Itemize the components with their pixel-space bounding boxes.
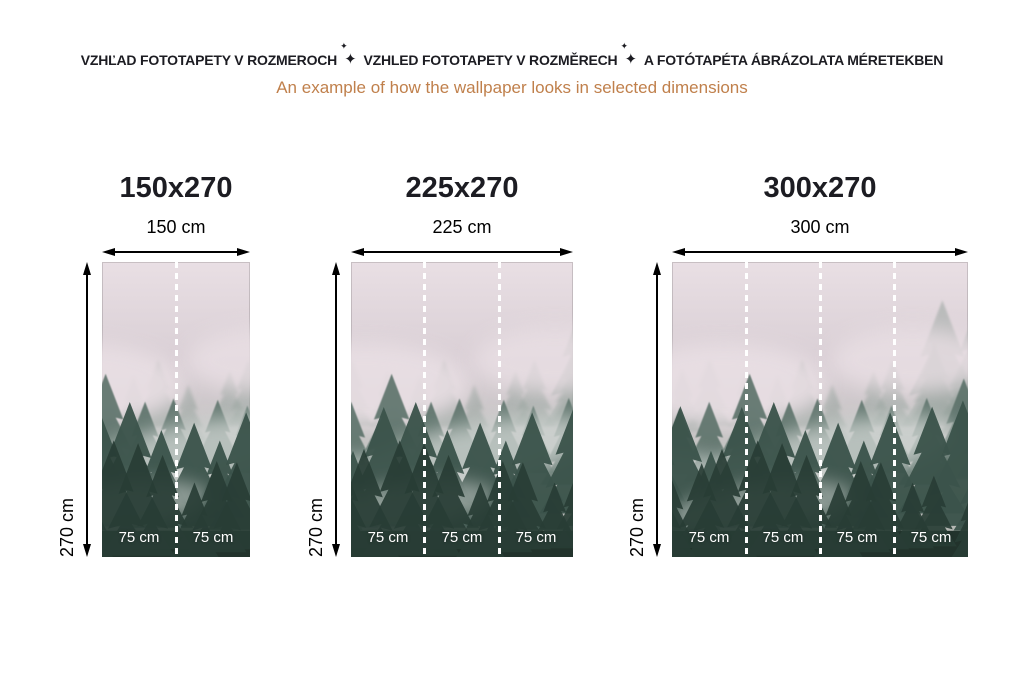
sparkle-small-star: ✦ xyxy=(340,41,348,51)
panel-title: 300x270 xyxy=(763,172,877,204)
arrowhead-right-icon xyxy=(955,248,968,256)
segment-width-label: 75 cm xyxy=(836,529,878,546)
wallpaper-preview: 75 cm 75 cm 75 cm xyxy=(351,262,573,557)
arrowhead-up-icon xyxy=(332,262,340,275)
panel-title: 150x270 xyxy=(119,172,233,204)
wallpaper-preview: 75 cm 75 cm xyxy=(102,262,250,557)
width-dimension-arrow xyxy=(351,246,573,258)
segment-width-label: 75 cm xyxy=(441,529,483,546)
panel-seam-divider xyxy=(497,262,501,557)
segment-row: 75 cm 75 cm 75 cm 75 cm xyxy=(672,262,968,557)
panel-seam-divider xyxy=(174,262,178,557)
wallpaper-segment: 75 cm xyxy=(499,262,573,557)
width-dimension-label: 300 cm xyxy=(790,217,850,237)
panel-seam-divider xyxy=(423,262,427,557)
wallpaper-segment: 75 cm xyxy=(351,262,425,557)
dimension-panel-150x270: 150x270 150 cm 270 cm 75 cm 75 cm xyxy=(54,168,250,557)
height-dimension-arrow xyxy=(651,262,663,557)
panel-seam-divider xyxy=(744,262,748,557)
wallpaper-segment: 75 cm xyxy=(176,262,250,557)
panel-seam-divider xyxy=(818,262,822,557)
wallpaper-segment: 75 cm xyxy=(102,262,176,557)
sparkle-icon: ✦ ✦ xyxy=(620,42,637,69)
width-dimension-label: 150 cm xyxy=(146,217,206,237)
height-dimension-gutter: 270 cm xyxy=(54,262,102,557)
arrowhead-down-icon xyxy=(332,544,340,557)
segment-row: 75 cm 75 cm 75 cm xyxy=(351,262,573,557)
panel-title: 225x270 xyxy=(405,172,519,204)
panel-seam-divider xyxy=(892,262,896,557)
arrowhead-down-icon xyxy=(83,544,91,557)
sparkle-icon: ✦ ✦ xyxy=(340,42,357,69)
height-dimension-label: 270 cm xyxy=(57,497,78,557)
height-dimension-label: 270 cm xyxy=(306,497,327,557)
arrow-line xyxy=(86,274,88,545)
header-title-part-sk: VZHĽAD FOTOTAPETY V ROZMEROCH xyxy=(80,52,338,68)
forest-wallpaper-image xyxy=(351,327,573,557)
sparkle-big-star: ✦ xyxy=(344,51,357,68)
height-dimension-gutter: 270 cm xyxy=(624,262,672,557)
arrowhead-left-icon xyxy=(102,248,115,256)
dimension-panel-300x270: 300x270 300 cm 270 cm 75 cm 75 cm 75 cm … xyxy=(624,168,968,557)
wallpaper-preview: 75 cm 75 cm 75 cm 75 cm xyxy=(672,262,968,557)
arrow-line xyxy=(656,274,658,545)
arrowhead-left-icon xyxy=(351,248,364,256)
segment-width-label: 75 cm xyxy=(762,529,804,546)
arrowhead-left-icon xyxy=(672,248,685,256)
dimension-panel-225x270: 225x270 225 cm 270 cm 75 cm 75 cm 75 cm xyxy=(303,168,573,557)
sparkle-small-star: ✦ xyxy=(620,41,628,51)
arrowhead-up-icon xyxy=(653,262,661,275)
wallpaper-segment: 75 cm xyxy=(820,262,894,557)
segment-width-label: 75 cm xyxy=(515,529,557,546)
width-dimension-label: 225 cm xyxy=(432,217,492,237)
segment-row: 75 cm 75 cm xyxy=(102,262,250,557)
height-dimension-label: 270 cm xyxy=(627,497,648,557)
wallpaper-segment: 75 cm xyxy=(425,262,499,557)
sparkle-big-star: ✦ xyxy=(624,51,637,68)
wallpaper-segment: 75 cm xyxy=(746,262,820,557)
arrowhead-right-icon xyxy=(560,248,573,256)
wallpaper-segment: 75 cm xyxy=(894,262,968,557)
header-title: VZHĽAD FOTOTAPETY V ROZMEROCH ✦ ✦ VZHLED FO… xyxy=(0,42,1024,70)
segment-width-label: 75 cm xyxy=(118,529,160,546)
arrowhead-up-icon xyxy=(83,262,91,275)
height-dimension-gutter: 270 cm xyxy=(303,262,351,557)
forest-wallpaper-image xyxy=(102,328,250,557)
segment-width-label: 75 cm xyxy=(367,529,409,546)
height-dimension-arrow xyxy=(81,262,93,557)
segment-width-label: 75 cm xyxy=(910,529,952,546)
header-title-part-hu: A FOTÓTAPÉTA ÁBRÁZOLATA MÉRETEKBEN xyxy=(643,52,944,68)
arrow-line xyxy=(684,251,956,253)
arrow-line xyxy=(335,274,337,545)
arrowhead-down-icon xyxy=(653,544,661,557)
arrow-line xyxy=(363,251,561,253)
arrowhead-right-icon xyxy=(237,248,250,256)
height-dimension-arrow xyxy=(330,262,342,557)
width-dimension-arrow xyxy=(672,246,968,258)
header-title-part-cz: VZHLED FOTOTAPETY V ROZMĚRECH xyxy=(363,52,618,68)
wallpaper-segment: 75 cm xyxy=(672,262,746,557)
segment-width-label: 75 cm xyxy=(688,529,730,546)
arrow-line xyxy=(114,251,238,253)
header: VZHĽAD FOTOTAPETY V ROZMEROCH ✦ ✦ VZHLED FO… xyxy=(0,42,1024,98)
header-subtitle: An example of how the wallpaper looks in… xyxy=(276,78,748,97)
segment-width-label: 75 cm xyxy=(192,529,234,546)
width-dimension-arrow xyxy=(102,246,250,258)
